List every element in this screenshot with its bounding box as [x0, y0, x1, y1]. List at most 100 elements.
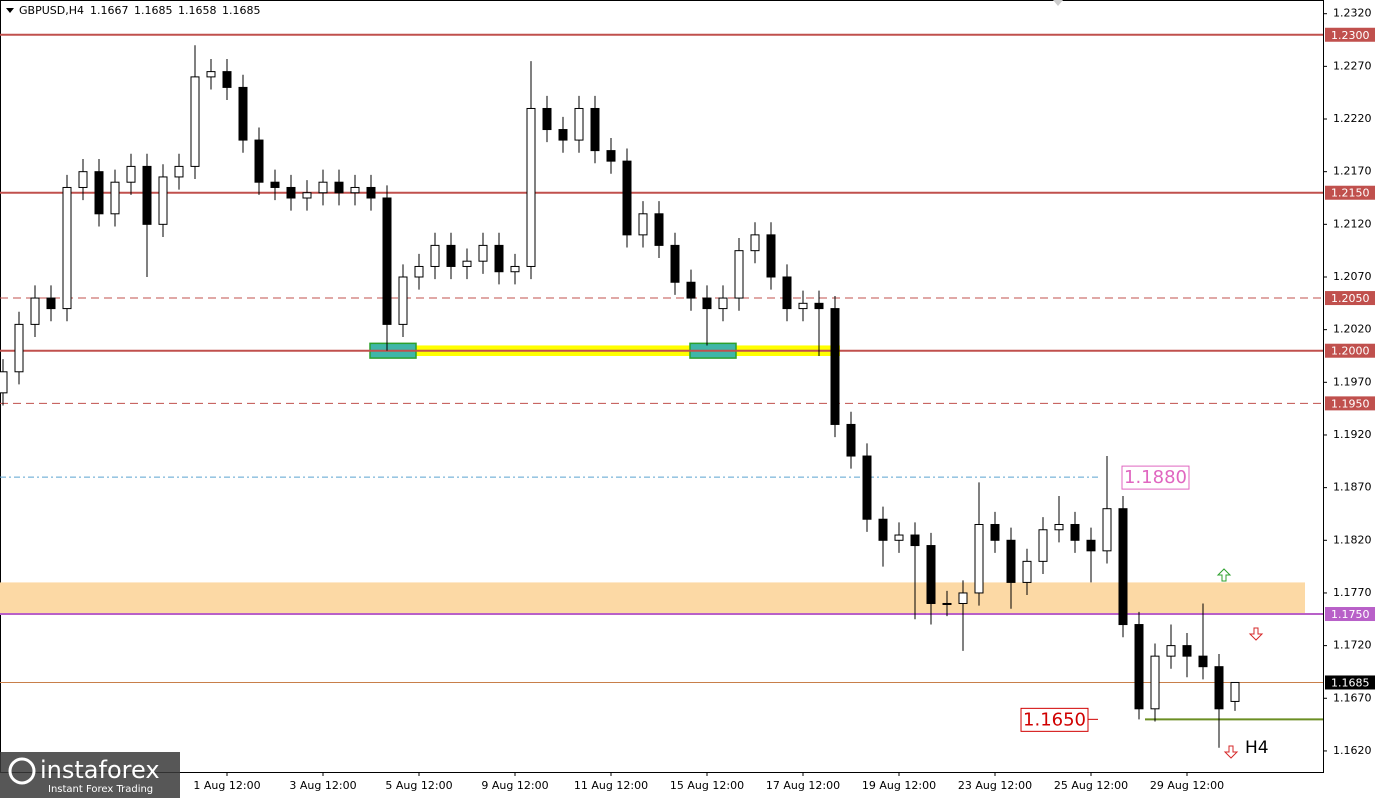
y-tick-label: 1.1920: [1333, 428, 1372, 441]
candle-body: [750, 234, 760, 252]
y-tick-label: 1.1970: [1333, 375, 1372, 388]
candle-body: [734, 250, 744, 299]
level-tag-label: 1.1750: [1331, 608, 1370, 621]
y-tick-label: 1.1670: [1333, 691, 1372, 704]
candle-body: [126, 165, 136, 183]
axis: 1.2300 1.2150 1.2050 1.2000 1.1950 1.1750 1.16…: [193, 7, 1375, 792]
candle-body: [46, 297, 56, 310]
plot-frame: [0, 0, 1324, 773]
logo-tagline: Instant Forex Trading: [48, 784, 153, 795]
scroll-marker: [1053, 0, 1063, 6]
candle-body: [574, 107, 584, 141]
candle-body: [1054, 523, 1064, 531]
y-tick-label: 1.2220: [1333, 112, 1372, 125]
candle-body: [94, 171, 104, 215]
candle-body: [238, 86, 248, 141]
logo-icon: [8, 757, 36, 785]
x-tick-label: 1 Aug 12:00: [193, 779, 260, 792]
level-tag: [1325, 291, 1375, 306]
candle-body: [878, 518, 888, 541]
candle-body: [766, 234, 776, 278]
candle-body: [830, 308, 840, 425]
candle-body: [1230, 681, 1240, 702]
candle-body: [702, 297, 712, 310]
level-tag: [1325, 396, 1375, 411]
candle-body: [990, 523, 1000, 541]
levels: 1.1880 1.1650: [0, 33, 1323, 732]
level-tag: [1325, 343, 1375, 358]
candle-body: [654, 213, 664, 246]
candle-body: [1102, 508, 1112, 552]
candle-body: [1150, 655, 1160, 710]
candle-body: [1006, 539, 1016, 583]
candle-body: [558, 129, 568, 141]
y-tick-label: 1.2270: [1333, 59, 1372, 72]
logo-name: instaforex: [40, 756, 160, 784]
candle-body: [270, 181, 280, 188]
candle-body: [846, 423, 856, 457]
x-tick-label: 23 Aug 12:00: [958, 779, 1032, 792]
candle-body: [334, 181, 344, 194]
candle-body: [1214, 666, 1224, 710]
candle-body: [302, 192, 312, 199]
candle-body: [78, 171, 88, 188]
candle-body: [206, 71, 216, 78]
y-tick-label: 1.2020: [1333, 323, 1372, 336]
x-tick-label: 17 Aug 12:00: [766, 779, 840, 792]
x-tick-label: 25 Aug 12:00: [1054, 779, 1128, 792]
level-tag-label: 1.1950: [1331, 397, 1370, 410]
level-tag: [1325, 185, 1375, 200]
x-tick-label: 5 Aug 12:00: [385, 779, 452, 792]
candle-body: [862, 455, 872, 520]
level-tag: [1325, 27, 1375, 42]
candle-body: [622, 160, 632, 236]
x-tick-label: 11 Aug 12:00: [574, 779, 648, 792]
candle-body: [366, 186, 376, 199]
candle-body: [510, 265, 520, 273]
timeframe-label: H4: [1245, 738, 1269, 758]
down-arrow: [1223, 745, 1239, 759]
candle-body: [782, 276, 792, 310]
candle-body: [222, 71, 232, 88]
candle-body: [142, 165, 152, 225]
candle-body: [670, 244, 680, 283]
candle-body: [478, 244, 488, 262]
up-arrow: [1216, 568, 1232, 582]
candle-body: [398, 276, 408, 325]
y-tick-label: 1.1720: [1333, 639, 1372, 652]
down-arrow: [1248, 627, 1264, 641]
high-value: 1.1685: [134, 4, 173, 17]
candle-body: [686, 281, 696, 299]
candle-body: [110, 181, 120, 215]
candle-body: [974, 523, 984, 594]
candle-body: [1070, 523, 1080, 541]
y-tick-label: 1.2170: [1333, 165, 1372, 178]
candle-body: [1198, 655, 1208, 668]
candle-body: [526, 107, 536, 267]
last-price-label: 1.1685: [1331, 676, 1370, 689]
logo-background: [0, 752, 180, 798]
level-label: 1.1650: [1023, 709, 1086, 730]
zone: [0, 582, 1305, 615]
close-value: 1.1685: [222, 4, 261, 17]
candle-body: [1022, 560, 1032, 583]
level-tag: [1325, 607, 1375, 622]
candle-body: [958, 592, 968, 604]
y-tick-label: 1.2070: [1333, 270, 1372, 283]
low-value: 1.1658: [178, 4, 217, 17]
candle-body: [926, 545, 936, 604]
candle-body: [590, 107, 600, 152]
candle-body: [606, 150, 616, 162]
y-tick-label: 1.1870: [1333, 481, 1372, 494]
level-tag-label: 1.2050: [1331, 292, 1370, 305]
candles: [0, 45, 1240, 748]
candle-body: [318, 181, 328, 194]
candle-body: [430, 244, 440, 267]
candle-body: [942, 602, 952, 605]
candle-body: [0, 371, 8, 394]
candle-body: [190, 76, 200, 167]
candle-body: [350, 186, 360, 194]
candle-body: [1134, 624, 1144, 710]
